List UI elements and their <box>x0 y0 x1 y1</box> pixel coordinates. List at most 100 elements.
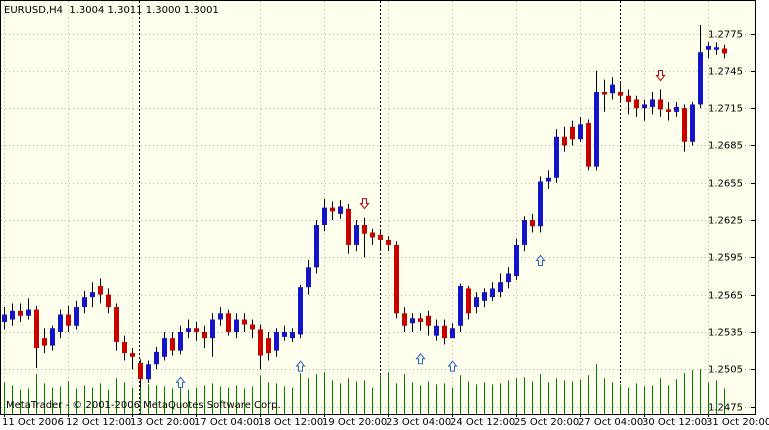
y-tick-label: 1.2655 <box>708 179 743 190</box>
candle-body <box>514 244 519 276</box>
x-tick-label: 11 Oct 2006 <box>2 417 64 428</box>
candle-body <box>50 328 55 346</box>
candle-body <box>530 220 535 227</box>
candle-body <box>546 177 551 182</box>
candle-body <box>554 136 559 178</box>
candle-body <box>202 331 207 339</box>
candle-body <box>162 338 167 357</box>
candle-body <box>714 47 719 50</box>
candle-body <box>722 48 727 54</box>
candle-body <box>306 267 311 288</box>
candle-body <box>218 313 223 320</box>
candle-body <box>650 99 655 107</box>
candle-body <box>602 92 607 95</box>
candle-body <box>426 315 431 326</box>
y-tick-label: 1.2685 <box>708 141 743 152</box>
candle-body <box>386 239 391 245</box>
candle-body <box>666 109 671 112</box>
y-tick-label: 1.2475 <box>708 403 743 414</box>
candle-body <box>242 319 247 325</box>
x-tick-label: 31 Oct 20:00 <box>706 417 769 428</box>
x-tick-label: 17 Oct 04:00 <box>194 417 259 428</box>
candle-body <box>618 92 623 96</box>
candle-body <box>186 328 191 332</box>
fractal-up <box>175 376 186 388</box>
candle-body <box>434 325 439 336</box>
candle-body <box>178 331 183 351</box>
candle-body <box>474 297 479 308</box>
marks <box>2 24 727 414</box>
candle-body <box>706 46 711 50</box>
candle-body <box>58 314 63 332</box>
candle-body <box>570 126 575 140</box>
fractal-down <box>359 198 370 210</box>
candle-body <box>106 294 111 308</box>
candle-body <box>562 136 567 146</box>
candle-body <box>250 324 255 330</box>
y-tick-label: 1.2775 <box>708 30 743 41</box>
fractal-up <box>535 254 546 266</box>
candle-body <box>226 313 231 332</box>
candle-body <box>170 338 175 351</box>
candle-body <box>682 108 687 142</box>
candle-body <box>322 207 327 226</box>
y-tick-label: 1.2625 <box>708 216 743 227</box>
candle-body <box>698 52 703 105</box>
x-tick-label: 23 Oct 04:00 <box>386 417 451 428</box>
candle-body <box>90 292 95 298</box>
candle-body <box>138 363 143 380</box>
candle-body <box>610 84 615 94</box>
candle-body <box>18 310 23 316</box>
candle-body <box>490 288 495 298</box>
y-tick-label: 1.2505 <box>708 365 743 376</box>
candle-body <box>10 310 15 320</box>
candle-body <box>442 325 447 339</box>
candle-body <box>578 124 583 140</box>
candle-body <box>34 309 39 349</box>
candle-body <box>338 206 343 214</box>
candle-body <box>210 319 215 339</box>
candle-body <box>482 292 487 301</box>
y-tick-label: 1.2715 <box>708 104 743 115</box>
candle-body <box>234 319 239 332</box>
x-tick-label: 19 Oct 20:00 <box>322 417 387 428</box>
candle-body <box>418 318 423 322</box>
candle-body <box>370 232 375 238</box>
candle-body <box>410 318 415 324</box>
candle-body <box>402 313 407 326</box>
candle-body <box>42 338 47 346</box>
candle-body <box>362 225 367 234</box>
candle-body <box>298 287 303 335</box>
candle-body <box>466 288 471 314</box>
candle-body <box>642 104 647 109</box>
candle-body <box>378 234 383 240</box>
x-tick-label: 27 Oct 04:00 <box>578 417 643 428</box>
y-tick-label: 1.2745 <box>708 67 743 78</box>
x-tick-label: 13 Oct 20:00 <box>130 417 195 428</box>
candle-body <box>586 123 591 167</box>
fractal-up <box>415 352 426 365</box>
x-tick-label: 24 Oct 12:00 <box>450 417 515 428</box>
candle-body <box>626 95 631 102</box>
chart-title: EURUSD,H4 1.3004 1.3011 1.3000 1.3001 <box>4 5 219 16</box>
copyright: MetaTrader - © 2001-2006 MetaQuotes Soft… <box>6 400 281 411</box>
fractal-up <box>295 360 306 372</box>
candle-body <box>634 99 639 109</box>
candle-body <box>458 285 463 326</box>
candle-body <box>290 331 295 339</box>
candle-body <box>154 351 159 365</box>
candle-body <box>26 309 31 316</box>
candle-body <box>314 225 319 268</box>
y-tick-label: 1.2565 <box>708 291 743 302</box>
candle-body <box>506 273 511 283</box>
candle-body <box>282 331 287 337</box>
candle-body <box>346 208 351 245</box>
candle-body <box>114 307 119 342</box>
candle-body <box>122 341 127 354</box>
y-tick-label: 1.2595 <box>708 253 743 264</box>
candle-body <box>594 92 599 167</box>
fractal-down <box>655 70 666 82</box>
plot-frame <box>0 0 756 415</box>
candle-body <box>450 328 455 339</box>
x-tick-label: 25 Oct 20:00 <box>514 417 579 428</box>
